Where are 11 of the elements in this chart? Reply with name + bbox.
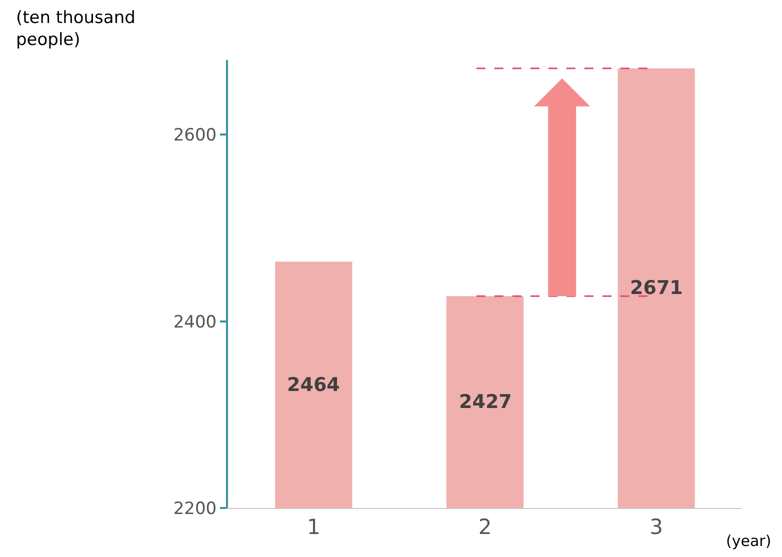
y-axis-title: (ten thousand people): [16, 8, 136, 50]
y-tick-label: 2600: [173, 126, 217, 146]
x-tick-label: 2: [478, 515, 492, 540]
data-label: 2671: [630, 277, 683, 299]
y-tick-label: 2400: [173, 312, 217, 332]
data-label: 2464: [287, 374, 340, 396]
x-tick-label: 3: [650, 515, 664, 540]
y-tick-label: 2200: [173, 498, 217, 519]
x-axis-title: (year): [726, 532, 772, 550]
x-tick-label: 1: [306, 515, 320, 540]
data-label: 2427: [459, 391, 512, 413]
